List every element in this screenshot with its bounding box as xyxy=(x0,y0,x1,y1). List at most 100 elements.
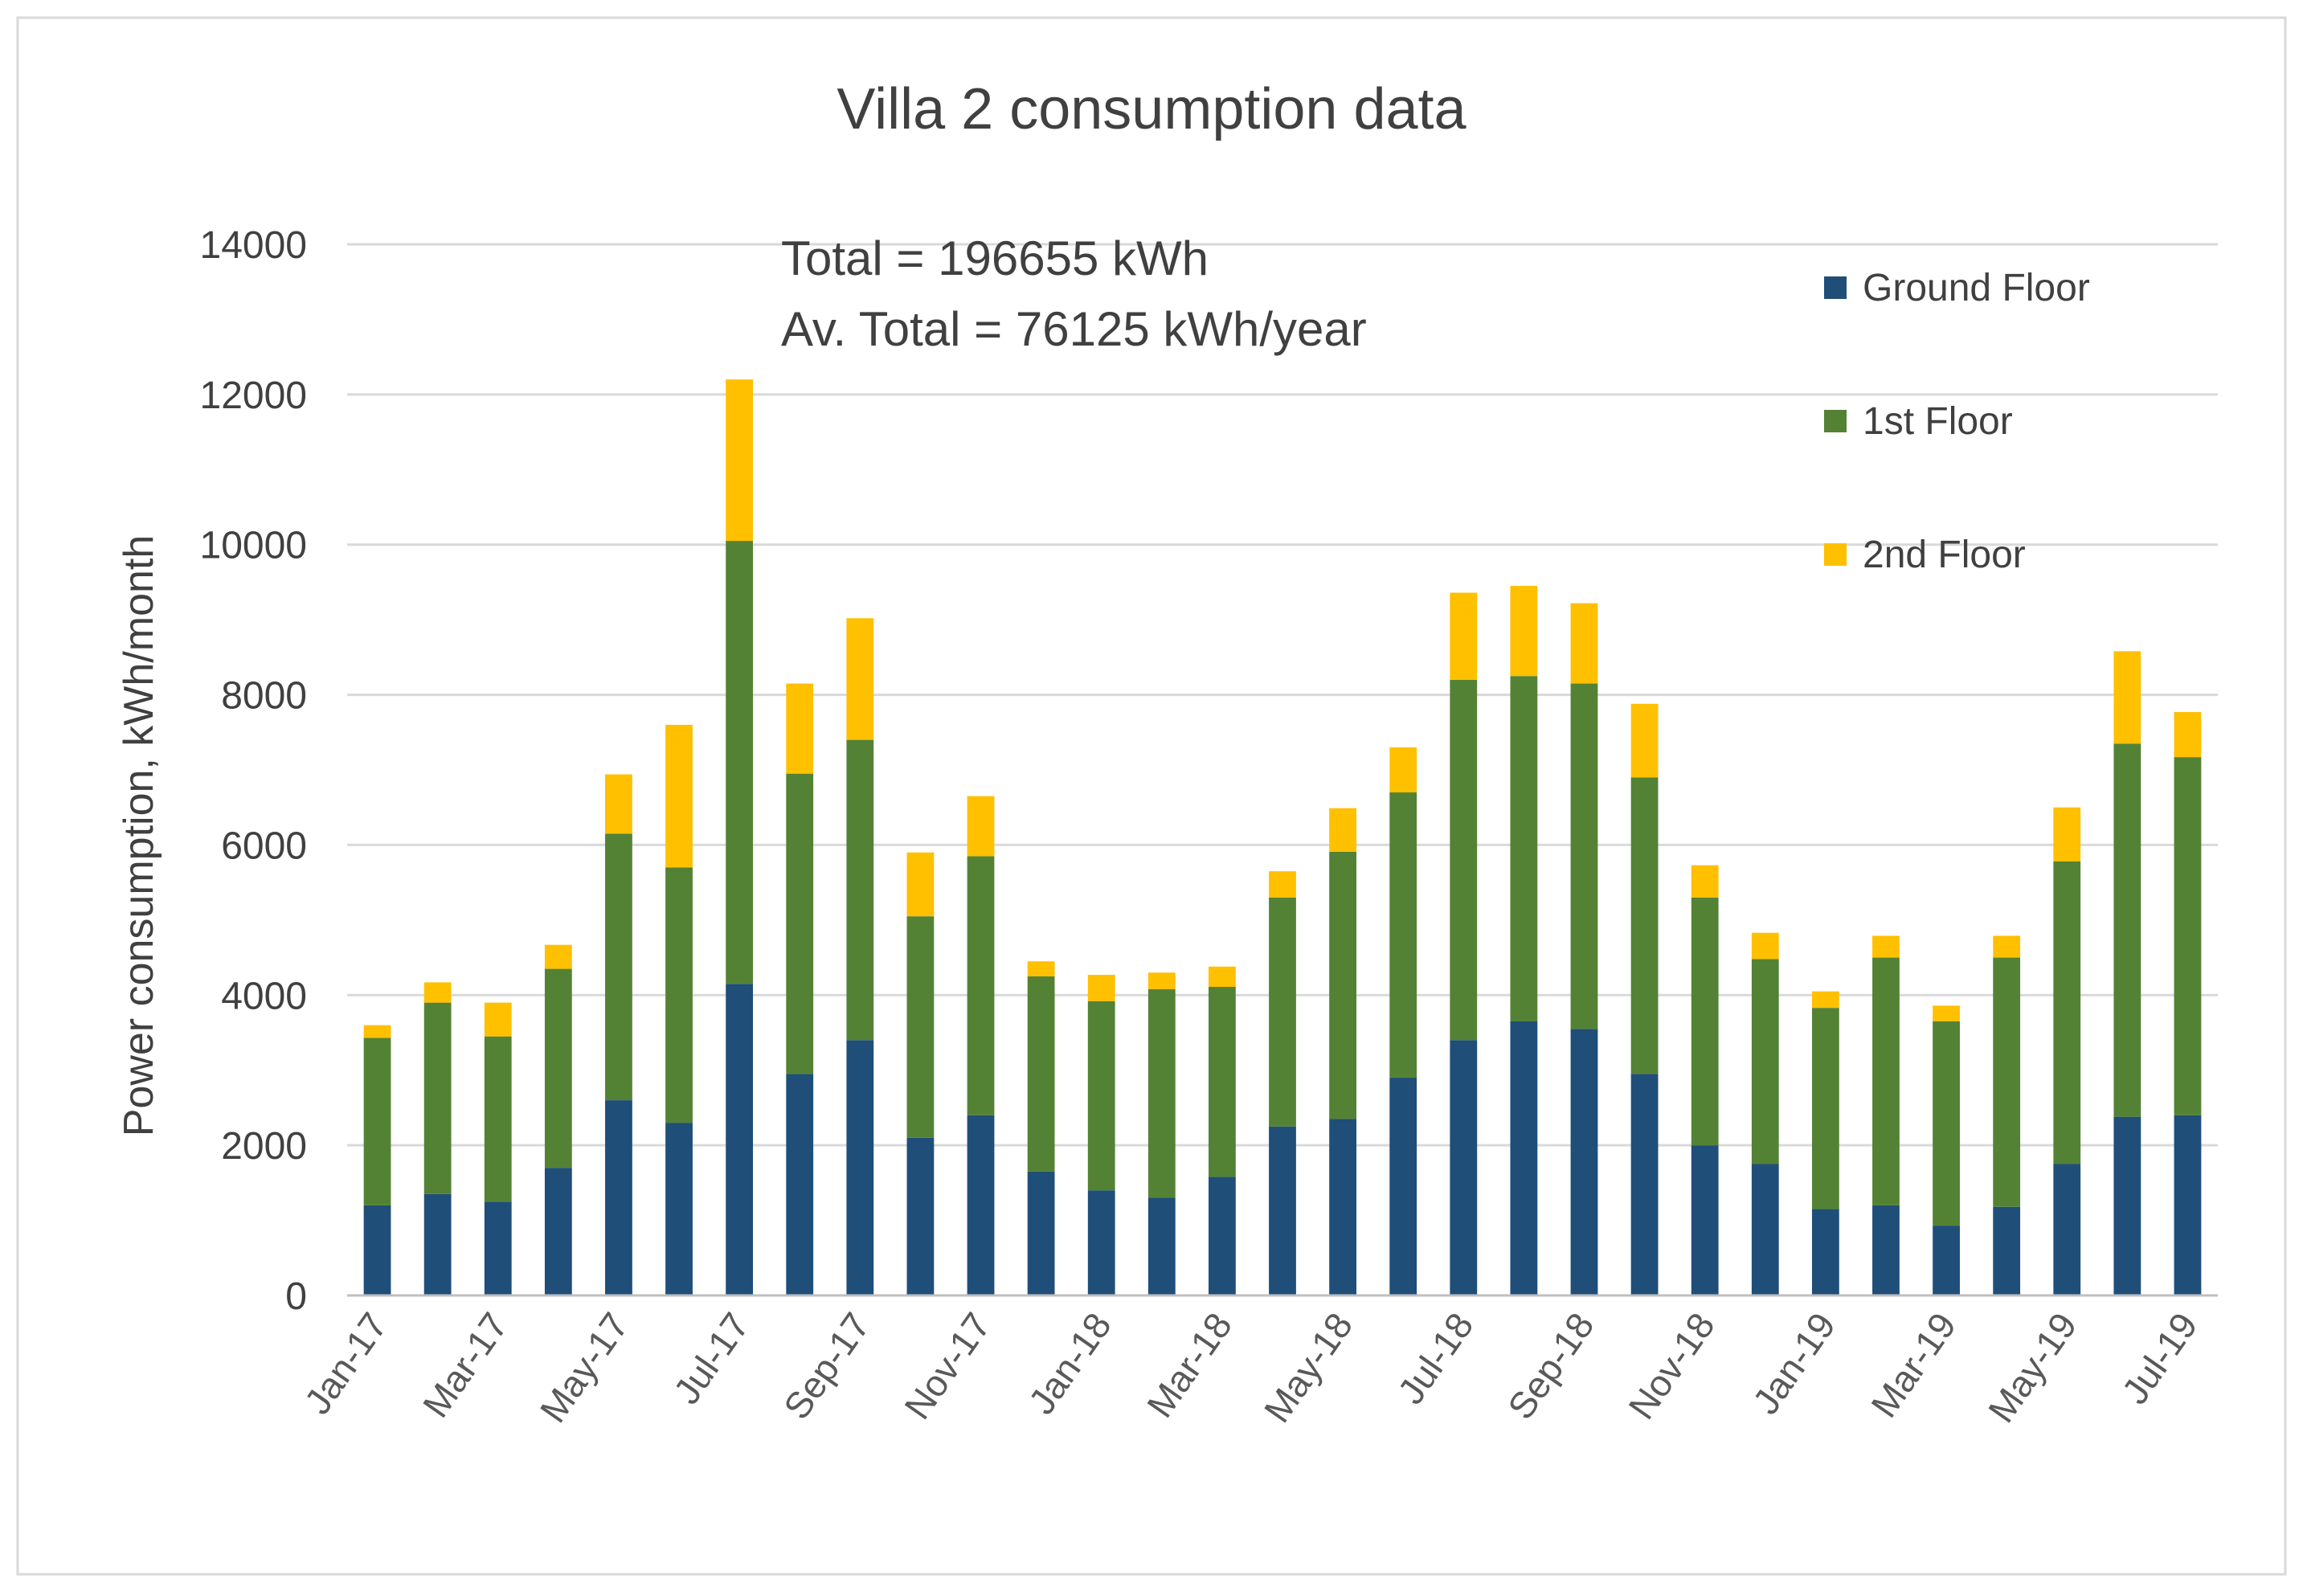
bar-2nd-floor-dec-18 xyxy=(1751,932,1779,960)
bar-1st-floor-jan-17 xyxy=(363,1037,391,1205)
bar-1st-floor-jan-18 xyxy=(1087,1001,1115,1191)
bar-2nd-floor-jan-19 xyxy=(1811,991,1839,1009)
bar-2nd-floor-sep-17 xyxy=(846,618,874,740)
bar-ground-floor-apr-17 xyxy=(544,1168,572,1295)
bar-1st-floor-apr-18 xyxy=(1269,897,1296,1127)
bar-1st-floor-aug-17 xyxy=(786,773,814,1074)
legend-swatch-ground-floor xyxy=(1824,276,1847,299)
bar-ground-floor-nov-17 xyxy=(967,1115,995,1295)
bar-2nd-floor-jun-19 xyxy=(2113,651,2141,744)
bar-ground-floor-jun-18 xyxy=(1389,1078,1417,1295)
legend-swatch-1st-floor xyxy=(1824,410,1847,432)
y-tick-label-6000: 6000 xyxy=(221,825,307,867)
bar-2nd-floor-jul-17 xyxy=(726,379,754,542)
bar-1st-floor-mar-19 xyxy=(1933,1021,1960,1226)
annotation-average-total: Av. Total = 76125 kWh/year xyxy=(781,302,1367,356)
y-tick-labels: 0 2000 4000 6000 8000 10000 12000 14000 xyxy=(200,224,307,1318)
y-tick-label-2000: 2000 xyxy=(221,1125,307,1168)
gridlines xyxy=(347,243,2218,1147)
bar-1st-floor-sep-18 xyxy=(1570,683,1598,1029)
chart-title: Villa 2 consumption data xyxy=(837,77,1466,141)
bar-2nd-floor-mar-19 xyxy=(1933,1005,1960,1021)
bar-2nd-floor-feb-19 xyxy=(1872,935,1900,958)
bar-ground-floor-jul-17 xyxy=(726,984,754,1295)
bar-2nd-floor-aug-17 xyxy=(786,683,814,774)
y-tick-label-8000: 8000 xyxy=(221,675,307,718)
bar-ground-floor-oct-17 xyxy=(906,1137,935,1295)
bar-1st-floor-may-18 xyxy=(1329,851,1356,1119)
bar-2nd-floor-apr-18 xyxy=(1269,871,1296,898)
bars xyxy=(347,379,2218,1297)
bar-1st-floor-mar-17 xyxy=(484,1036,512,1202)
y-tick-label-10000: 10000 xyxy=(200,525,307,567)
bar-1st-floor-oct-18 xyxy=(1630,777,1659,1074)
bar-1st-floor-may-19 xyxy=(2053,861,2081,1164)
bar-ground-floor-dec-18 xyxy=(1751,1164,1779,1295)
bar-1st-floor-dec-18 xyxy=(1751,959,1779,1164)
bar-2nd-floor-aug-18 xyxy=(1510,586,1538,677)
bar-ground-floor-jan-18 xyxy=(1087,1190,1115,1295)
y-axis-label: Power consumption, kWh/month xyxy=(116,535,162,1137)
bar-2nd-floor-oct-17 xyxy=(906,852,935,917)
bar-2nd-floor-feb-18 xyxy=(1147,972,1176,989)
bar-ground-floor-feb-19 xyxy=(1872,1205,1900,1295)
bar-1st-floor-jul-19 xyxy=(2174,757,2202,1115)
bar-1st-floor-apr-17 xyxy=(544,968,572,1168)
bar-2nd-floor-jul-18 xyxy=(1450,592,1478,680)
bar-ground-floor-mar-18 xyxy=(1209,1177,1236,1295)
bar-1st-floor-dec-17 xyxy=(1027,976,1055,1172)
bar-1st-floor-nov-18 xyxy=(1691,897,1719,1146)
bar-2nd-floor-may-19 xyxy=(2053,807,2081,861)
bar-2nd-floor-sep-18 xyxy=(1570,603,1598,684)
bar-ground-floor-feb-17 xyxy=(423,1193,452,1295)
bar-ground-floor-nov-18 xyxy=(1691,1145,1719,1295)
bar-2nd-floor-oct-18 xyxy=(1630,703,1659,778)
legend-label-ground-floor: Ground Floor xyxy=(1863,267,2090,309)
bar-ground-floor-jul-19 xyxy=(2174,1115,2202,1295)
bar-1st-floor-nov-17 xyxy=(967,856,995,1115)
bar-2nd-floor-feb-17 xyxy=(423,982,452,1003)
bar-2nd-floor-may-17 xyxy=(605,774,632,834)
bar-2nd-floor-jun-17 xyxy=(665,724,693,868)
bar-ground-floor-aug-17 xyxy=(786,1074,814,1295)
bar-ground-floor-jun-19 xyxy=(2113,1116,2141,1295)
bar-ground-floor-jan-17 xyxy=(363,1205,391,1295)
bar-ground-floor-may-19 xyxy=(2053,1164,2081,1295)
bar-2nd-floor-jun-18 xyxy=(1389,747,1417,793)
bar-ground-floor-apr-19 xyxy=(1993,1206,2021,1295)
chart-frame xyxy=(16,16,2287,1576)
bar-1st-floor-may-17 xyxy=(605,833,632,1101)
bar-1st-floor-jun-19 xyxy=(2113,743,2141,1117)
bar-1st-floor-sep-17 xyxy=(846,739,874,1041)
bar-ground-floor-may-17 xyxy=(605,1100,632,1295)
bar-ground-floor-jan-19 xyxy=(1811,1209,1839,1295)
bar-2nd-floor-mar-17 xyxy=(484,1002,512,1037)
bar-ground-floor-jun-17 xyxy=(665,1123,693,1295)
bar-ground-floor-feb-18 xyxy=(1147,1197,1176,1295)
bar-ground-floor-may-18 xyxy=(1329,1119,1356,1295)
bar-1st-floor-jan-19 xyxy=(1811,1008,1839,1209)
bar-1st-floor-feb-18 xyxy=(1147,988,1176,1198)
bar-ground-floor-oct-18 xyxy=(1630,1074,1659,1295)
bar-ground-floor-aug-18 xyxy=(1510,1021,1538,1295)
legend-label-2nd-floor: 2nd Floor xyxy=(1863,534,2026,576)
bar-2nd-floor-may-18 xyxy=(1329,808,1356,852)
bar-1st-floor-jun-17 xyxy=(665,867,693,1123)
bar-ground-floor-apr-18 xyxy=(1269,1126,1296,1295)
y-tick-label-12000: 12000 xyxy=(200,374,307,417)
bar-2nd-floor-apr-17 xyxy=(544,944,572,969)
bar-2nd-floor-apr-19 xyxy=(1993,935,2021,958)
bar-1st-floor-jul-18 xyxy=(1450,679,1478,1041)
bar-1st-floor-feb-17 xyxy=(423,1002,452,1194)
bar-2nd-floor-jan-18 xyxy=(1087,975,1115,1001)
legend-label-1st-floor: 1st Floor xyxy=(1863,400,2013,443)
bar-ground-floor-mar-17 xyxy=(484,1201,512,1295)
bar-1st-floor-jun-18 xyxy=(1389,792,1417,1078)
bar-2nd-floor-nov-17 xyxy=(967,796,995,857)
bar-1st-floor-feb-19 xyxy=(1872,957,1900,1205)
y-tick-label-0: 0 xyxy=(285,1275,307,1318)
bar-2nd-floor-jul-19 xyxy=(2174,712,2202,758)
annotation-total: Total = 196655 kWh xyxy=(781,231,1209,285)
bar-2nd-floor-nov-18 xyxy=(1691,865,1719,898)
